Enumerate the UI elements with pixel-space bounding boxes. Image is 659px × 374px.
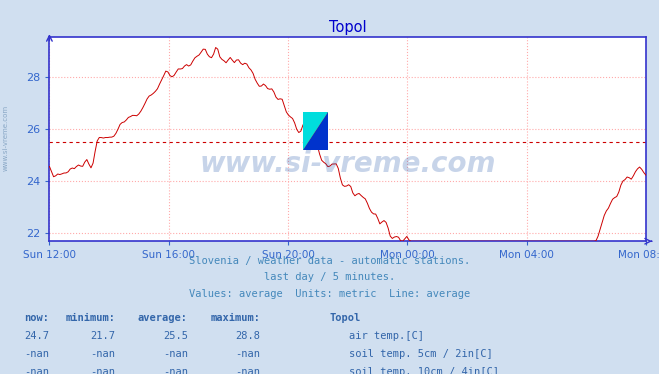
Text: -nan: -nan bbox=[24, 349, 49, 359]
Text: Values: average  Units: metric  Line: average: Values: average Units: metric Line: aver… bbox=[189, 289, 470, 299]
Text: average:: average: bbox=[138, 313, 188, 324]
Text: last day / 5 minutes.: last day / 5 minutes. bbox=[264, 272, 395, 282]
Text: -nan: -nan bbox=[235, 367, 260, 374]
Text: soil temp. 10cm / 4in[C]: soil temp. 10cm / 4in[C] bbox=[349, 367, 500, 374]
Text: 28.8: 28.8 bbox=[235, 331, 260, 341]
Text: -nan: -nan bbox=[163, 367, 188, 374]
Text: www.si-vreme.com: www.si-vreme.com bbox=[2, 105, 9, 171]
Text: maximum:: maximum: bbox=[210, 313, 260, 324]
Text: 24.7: 24.7 bbox=[24, 331, 49, 341]
Text: -nan: -nan bbox=[24, 367, 49, 374]
Text: -nan: -nan bbox=[163, 349, 188, 359]
Text: -nan: -nan bbox=[90, 367, 115, 374]
Text: 21.7: 21.7 bbox=[90, 331, 115, 341]
Text: Slovenia / weather data - automatic stations.: Slovenia / weather data - automatic stat… bbox=[189, 256, 470, 266]
Title: Topol: Topol bbox=[329, 20, 366, 35]
Text: Topol: Topol bbox=[330, 313, 360, 324]
Polygon shape bbox=[303, 112, 328, 150]
Text: now:: now: bbox=[24, 313, 49, 324]
Text: air temp.[C]: air temp.[C] bbox=[349, 331, 424, 341]
Polygon shape bbox=[303, 112, 328, 150]
Text: -nan: -nan bbox=[235, 349, 260, 359]
Text: -nan: -nan bbox=[90, 349, 115, 359]
Text: minimum:: minimum: bbox=[65, 313, 115, 324]
Text: 25.5: 25.5 bbox=[163, 331, 188, 341]
Text: www.si-vreme.com: www.si-vreme.com bbox=[200, 150, 496, 178]
Text: soil temp. 5cm / 2in[C]: soil temp. 5cm / 2in[C] bbox=[349, 349, 493, 359]
